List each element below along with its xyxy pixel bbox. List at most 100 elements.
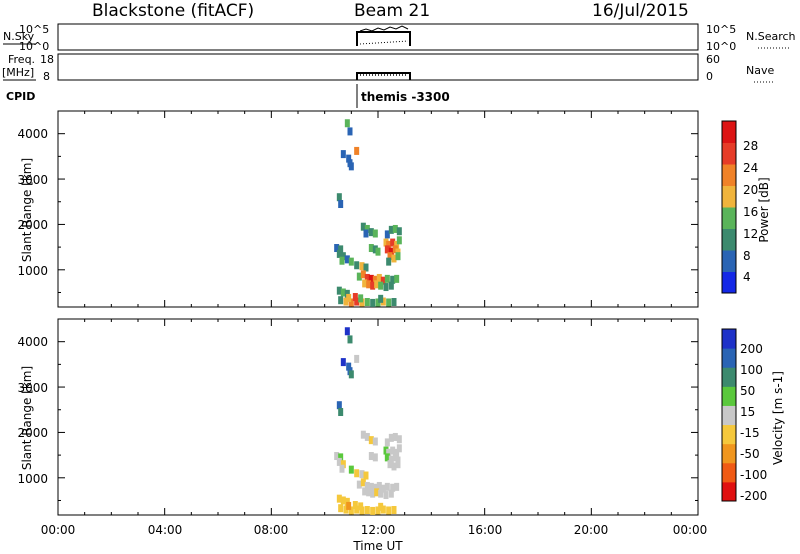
power-cell <box>343 297 349 306</box>
velocity-cbar-segment <box>722 348 736 368</box>
power-ylabel: Slant Range [km] <box>20 158 34 262</box>
cpid-text: themis -3300 <box>361 90 450 104</box>
power-cell <box>375 247 381 256</box>
power-cell <box>344 255 350 264</box>
nsky-panel <box>57 23 699 51</box>
velocity-cbar-tick-m50: -50 <box>740 447 760 461</box>
velocity-cell <box>368 452 374 461</box>
power-cell <box>336 286 342 295</box>
power-cell <box>388 247 394 256</box>
nsearch-trace <box>359 40 409 45</box>
power-heatmap <box>334 119 402 307</box>
cpid-label: CPID <box>6 90 35 103</box>
velocity-cell <box>352 501 358 510</box>
power-cell <box>368 244 374 253</box>
power-cell <box>372 245 378 254</box>
nsky-noise <box>359 25 409 32</box>
velocity-cell <box>380 505 386 514</box>
velocity-cell <box>370 489 376 498</box>
power-cbar-segment <box>722 228 736 251</box>
velocity-cell <box>364 506 370 515</box>
velocity-cell <box>360 430 366 439</box>
velocity-cbar-tick-50: 50 <box>740 384 755 398</box>
power-cell <box>338 245 344 254</box>
power-cell <box>364 224 370 233</box>
power-cell <box>363 263 369 272</box>
power-cell <box>396 227 402 236</box>
velocity-ytick-4000: 4000 <box>17 335 48 349</box>
power-cell <box>346 154 352 163</box>
power-cbar-label: Power [dB] <box>757 177 771 242</box>
velocity-cell <box>338 504 344 513</box>
power-cell <box>366 280 372 289</box>
velocity-cell <box>334 452 340 461</box>
power-cell <box>386 257 392 266</box>
power-cell <box>391 298 397 307</box>
freq-tick-top: 18 <box>40 53 54 66</box>
velocity-cell <box>386 448 392 457</box>
xtick-0: 00:00 <box>41 523 76 537</box>
power-cell <box>338 296 344 305</box>
velocity-cell <box>338 453 344 462</box>
power-cell <box>347 127 353 136</box>
velocity-cell <box>359 470 365 479</box>
velocity-ytick-1000: 1000 <box>17 472 48 486</box>
power-cell <box>360 222 366 231</box>
velocity-cell <box>358 502 364 511</box>
power-ytick-2000: 2000 <box>17 218 48 232</box>
freq-unit: [MHz] <box>2 66 34 79</box>
velocity-cell <box>374 488 380 497</box>
velocity-cell <box>384 482 390 491</box>
power-cell <box>359 262 365 271</box>
nsky-label: N.Sky <box>3 30 35 43</box>
velocity-cell <box>364 481 370 490</box>
xtick-5: 20:00 <box>574 523 609 537</box>
power-cell <box>363 229 369 238</box>
velocity-cell <box>380 484 386 493</box>
power-cell <box>387 252 393 261</box>
power-cbar-segment <box>722 185 736 208</box>
power-cell <box>396 236 402 245</box>
velocity-cbar-tick-100: 100 <box>740 363 763 377</box>
power-cell <box>360 270 366 279</box>
velocity-cell <box>384 453 390 462</box>
power-ytick-4000: 4000 <box>17 127 48 141</box>
velocity-cell <box>336 401 342 410</box>
power-cell <box>354 146 360 155</box>
velocity-cell <box>368 436 374 445</box>
velocity-cell <box>340 460 346 469</box>
power-cell <box>364 298 370 307</box>
freq-label: Freq. <box>8 53 35 66</box>
velocity-cell <box>394 482 400 491</box>
power-cell <box>388 281 394 290</box>
power-ytick-1000: 1000 <box>17 264 48 278</box>
velocity-cell <box>372 483 378 492</box>
power-cell <box>378 281 384 290</box>
velocity-cbar-segment <box>722 443 736 464</box>
velocity-cell <box>384 438 390 447</box>
power-cbar-frame <box>721 120 737 294</box>
velocity-cbar-segment <box>722 481 736 502</box>
power-ytick-3000: 3000 <box>17 173 48 187</box>
xaxis-label: Time UT <box>352 539 403 553</box>
velocity-cell <box>394 448 400 457</box>
velocity-cell <box>391 506 397 515</box>
date-title: 16/Jul/2015 <box>592 1 689 21</box>
station-title: Blackstone (fitACF) <box>92 1 254 21</box>
power-cell <box>339 256 345 265</box>
velocity-cell <box>372 437 378 446</box>
power-cbar-tick-12: 12 <box>743 227 758 241</box>
power-cell <box>368 274 374 283</box>
velocity-cell <box>340 358 346 367</box>
power-cbar-tick-28: 28 <box>743 139 758 153</box>
nsearch-tick-top: 10^5 <box>706 23 736 36</box>
power-cell <box>358 294 364 303</box>
nave-tick-bottom: 0 <box>706 70 713 83</box>
xtick-1: 04:00 <box>148 523 183 537</box>
velocity-cell <box>354 354 360 363</box>
power-cbar-tick-24: 24 <box>743 161 758 175</box>
power-cell <box>378 294 384 303</box>
freq-panel <box>57 53 699 81</box>
velocity-cell <box>336 457 342 466</box>
velocity-cell <box>378 489 384 498</box>
